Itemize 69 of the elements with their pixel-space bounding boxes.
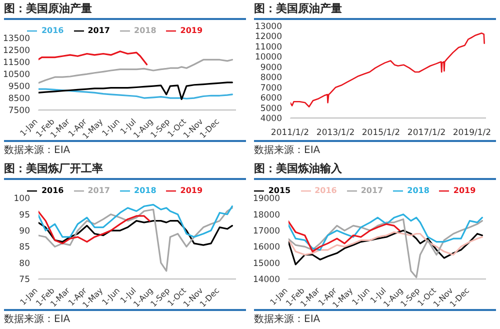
y-tick-label: 9500 [8, 82, 30, 92]
legend-label: 2017 [88, 186, 110, 196]
y-tick-label: 16000 [252, 242, 280, 253]
y-tick-label: 19000 [252, 194, 280, 204]
legend-label: 2018 [407, 186, 430, 196]
chart-title: 图：美国炼厂开工率 [4, 160, 246, 180]
line-series [38, 82, 233, 100]
y-tick-label: 18000 [252, 210, 280, 220]
legend-label: 2016 [314, 186, 337, 196]
line-series [290, 32, 485, 108]
line-series [288, 220, 400, 252]
chart-title: 图：美国炼油输入 [254, 160, 496, 180]
x-tick-label: 2011/1/2 [270, 128, 310, 138]
y-tick-label: 12000 [254, 32, 282, 42]
y-tick-label: 5000 [260, 104, 282, 114]
line-series [38, 220, 233, 246]
y-tick-label: 85 [19, 242, 30, 253]
x-tick-label: 2015/1/2 [362, 128, 400, 138]
line-series [288, 218, 483, 278]
chart-title: 图：美国原油产量 [254, 0, 496, 20]
y-tick-label: 11500 [2, 58, 30, 68]
y-tick-label: 10000 [254, 52, 282, 63]
y-tick-label: 9000 [260, 62, 282, 73]
y-tick-label: 90 [19, 226, 30, 237]
line-series [288, 230, 483, 266]
y-tick-label: 12500 [2, 46, 30, 56]
x-tick-label: 2017/1/2 [407, 128, 446, 138]
y-tick-label: 80 [19, 258, 30, 269]
line-series [288, 231, 483, 256]
y-tick-label: 75 [19, 275, 30, 286]
source-note: 数据来源：EIA [4, 314, 70, 325]
y-tick-label: 10500 [2, 70, 30, 80]
legend-label: 2019 [453, 186, 476, 196]
y-tick-label: 8000 [260, 73, 282, 84]
source-note: 数据来源：EIA [254, 145, 320, 156]
legend-label: 2017 [360, 186, 384, 196]
y-tick-label: 4000 [260, 114, 282, 124]
text: 2016 [41, 26, 64, 36]
y-tick-label: 13500 [2, 34, 30, 44]
legend-label: 2019 [180, 26, 203, 36]
y-tick-label: 7500 [8, 106, 30, 116]
line-series [38, 210, 150, 244]
legend-label: 2017 [88, 26, 110, 36]
y-tick-label: 13000 [254, 22, 282, 32]
y-tick-label: 11000 [254, 42, 282, 52]
legend-label: 2018 [134, 26, 156, 36]
line-series [288, 214, 483, 251]
line-series [38, 50, 148, 66]
line-series [38, 58, 233, 84]
source-note: 数据来源：EIA [4, 145, 70, 156]
y-tick-label: 6000 [260, 94, 282, 104]
y-tick-label: 14000 [252, 275, 280, 286]
y-tick-label: 15000 [252, 258, 280, 269]
x-tick-label: 2013/1/2 [316, 128, 355, 138]
line-series [38, 207, 233, 272]
chart-title: 图：美国原油产量 [4, 0, 246, 20]
legend-label: 2018 [134, 186, 156, 196]
x-tick-label: 2019/1/2 [452, 128, 492, 138]
text: 2016 [41, 186, 64, 196]
legend-label: 2019 [180, 186, 203, 196]
y-tick-label: 8500 [8, 94, 30, 104]
legend-label: 2015 [268, 186, 291, 196]
source-note: 数据来源：EIA [254, 314, 320, 325]
line-series [38, 204, 233, 238]
y-tick-label: 17000 [252, 226, 280, 237]
line-series [38, 88, 233, 100]
y-tick-label: 100 [14, 194, 30, 204]
y-tick-label: 7000 [260, 83, 282, 94]
y-tick-label: 95 [19, 210, 30, 220]
